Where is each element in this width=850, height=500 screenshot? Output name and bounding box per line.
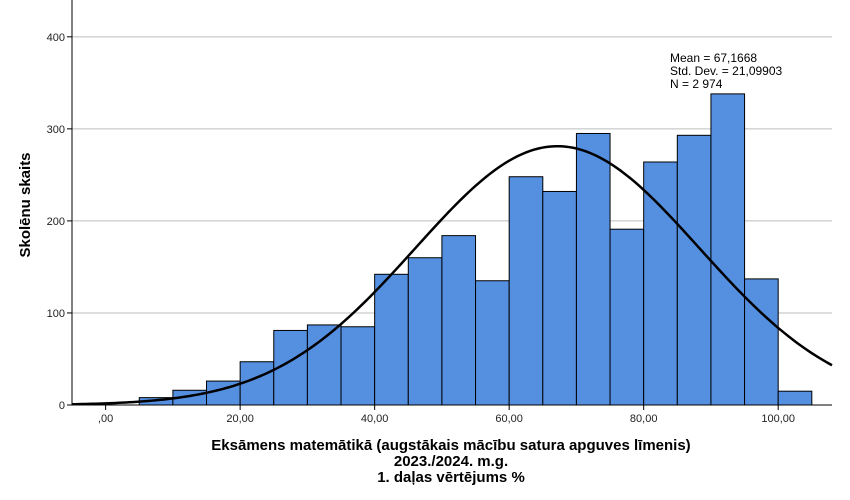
x-axis-title-line-2: 2023./2024. m.g. [394,453,508,470]
axes [71,0,832,406]
histogram-bar [374,273,409,406]
histogram-bars [138,93,813,406]
stats-n: N = 2 974 [670,77,723,91]
x-axis-title-line-1: Eksāmens matemātikā (augstākais mācību s… [211,437,690,454]
x-tick-label: ,00 [98,413,113,425]
y-tick-label: 300 [47,124,65,136]
y-tick-label: 200 [47,216,65,228]
y-axis-ticks: 0 100 200 300 400 [47,32,72,412]
histogram-bar [643,161,678,406]
histogram-bar [340,326,376,406]
histogram-bar [475,280,510,406]
x-tick-label: 80,00 [630,413,658,425]
histogram-bar [777,390,813,406]
x-tick-label: 60,00 [495,413,523,425]
normal-curve [71,144,833,406]
y-tick-label: 100 [47,308,65,320]
histogram-bar [239,361,275,406]
y-axis-title: Skolēnu skaits [17,152,34,257]
y-tick-label: 0 [59,400,65,412]
stats-mean: Mean = 67,1668 [670,51,757,65]
x-tick-label: 20,00 [226,413,254,425]
histogram-bar [710,93,746,406]
histogram-bar [676,134,712,406]
histogram-bar [441,235,477,406]
histogram-bar [744,278,779,406]
histogram-bar [508,176,544,406]
histogram-bar [542,190,577,406]
stats-std-dev: Std. Dev. = 21,09903 [670,64,783,78]
histogram-bar [575,132,611,406]
histogram-bar [407,257,443,406]
x-tick-label: 40,00 [361,413,389,425]
x-axis-title-line-3: 1. daļas vērtējums % [377,469,525,486]
x-axis-ticks: ,00 20,00 40,00 60,00 80,00 100,00 [98,405,795,425]
x-tick-label: 100,00 [761,413,795,425]
y-tick-label: 400 [47,32,65,44]
histogram-bar [609,228,645,406]
